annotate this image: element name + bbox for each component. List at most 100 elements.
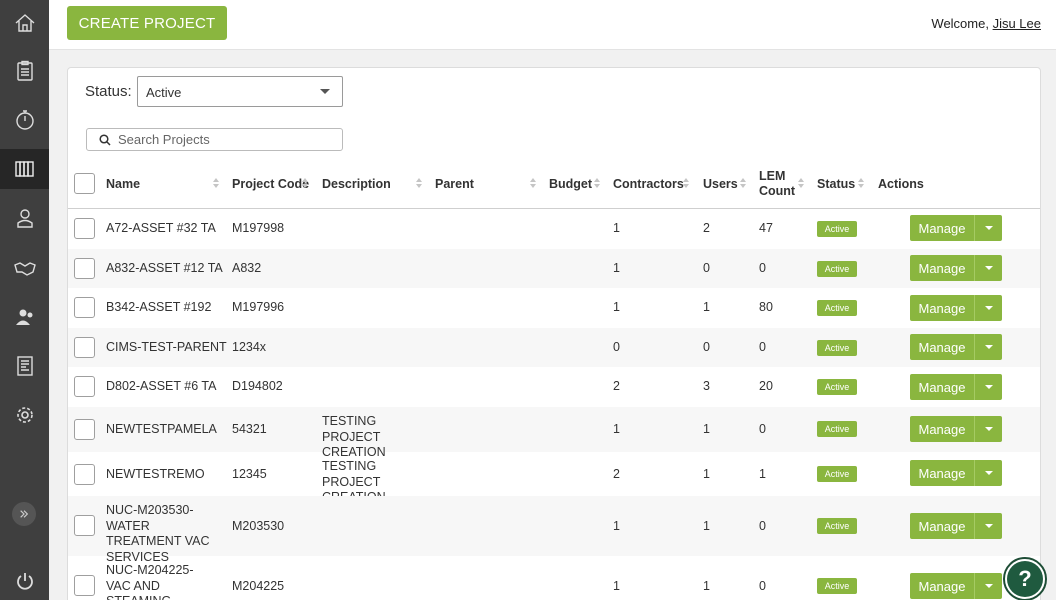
row-checkbox[interactable] bbox=[74, 258, 95, 279]
help-button[interactable]: ? bbox=[1003, 557, 1047, 600]
search-input[interactable] bbox=[118, 132, 338, 147]
cell-users: 0 bbox=[703, 340, 710, 354]
table-row[interactable]: D802-ASSET #6 TA D194802 2 3 20 Active M… bbox=[68, 367, 1040, 407]
nav-workers[interactable] bbox=[0, 198, 49, 238]
row-checkbox[interactable] bbox=[74, 419, 95, 440]
row-checkbox[interactable] bbox=[74, 297, 95, 318]
manage-dropdown-toggle[interactable] bbox=[974, 416, 1002, 442]
nav-settings[interactable] bbox=[0, 395, 49, 435]
header-project-code[interactable]: Project Code bbox=[232, 177, 310, 191]
manage-dropdown-toggle[interactable] bbox=[974, 460, 1002, 486]
user-name-link[interactable]: Jisu Lee bbox=[992, 16, 1041, 31]
create-project-button[interactable]: CREATE PROJECT bbox=[67, 6, 227, 40]
table-row[interactable]: NEWTESTPAMELA 54321 TESTING PROJECT CREA… bbox=[68, 407, 1040, 459]
sidebar bbox=[0, 0, 49, 600]
sort-icon[interactable] bbox=[302, 178, 308, 190]
cell-name: A832-ASSET #12 TA bbox=[106, 261, 223, 275]
cell-code: M203530 bbox=[232, 519, 285, 533]
nav-clipboard[interactable] bbox=[0, 51, 49, 91]
status-badge: Active bbox=[817, 466, 857, 482]
sort-icon[interactable] bbox=[798, 178, 804, 190]
status-label: Status: bbox=[85, 83, 132, 100]
nav-reports[interactable] bbox=[0, 346, 49, 386]
manage-dropdown-toggle[interactable] bbox=[974, 295, 1002, 321]
manage-button-group: Manage bbox=[910, 255, 1002, 281]
row-checkbox[interactable] bbox=[74, 464, 95, 485]
manage-button[interactable]: Manage bbox=[910, 573, 974, 599]
table-row[interactable]: NUC-M203530-WATER TREATMENT VAC SERVICES… bbox=[68, 496, 1040, 564]
sort-icon[interactable] bbox=[858, 178, 864, 190]
manage-dropdown-toggle[interactable] bbox=[974, 374, 1002, 400]
select-all-checkbox[interactable] bbox=[74, 173, 95, 194]
manage-dropdown-toggle[interactable] bbox=[974, 255, 1002, 281]
cell-name: D802-ASSET #6 TA bbox=[106, 379, 217, 393]
cell-lem-count: 80 bbox=[759, 300, 773, 314]
manage-button[interactable]: Manage bbox=[910, 416, 974, 442]
cell-lem-count: 0 bbox=[759, 519, 766, 533]
manage-dropdown-toggle[interactable] bbox=[974, 334, 1002, 360]
sort-icon[interactable] bbox=[530, 178, 536, 190]
manage-button[interactable]: Manage bbox=[910, 374, 974, 400]
table-row[interactable]: NEWTESTREMO 12345 TESTING PROJECT CREATI… bbox=[68, 452, 1040, 504]
manage-dropdown-toggle[interactable] bbox=[974, 215, 1002, 241]
manage-button-group: Manage bbox=[910, 460, 1002, 486]
sort-icon[interactable] bbox=[740, 178, 746, 190]
cell-lem-count: 1 bbox=[759, 467, 766, 481]
status-select[interactable]: Active bbox=[137, 76, 343, 107]
row-checkbox[interactable] bbox=[74, 575, 95, 596]
collapse-sidebar-button[interactable] bbox=[12, 502, 36, 526]
cell-code: M197998 bbox=[232, 221, 285, 235]
manage-dropdown-toggle[interactable] bbox=[974, 513, 1002, 539]
cell-users: 1 bbox=[703, 519, 710, 533]
row-checkbox[interactable] bbox=[74, 218, 95, 239]
header-contractors[interactable]: Contractors bbox=[613, 177, 684, 191]
sort-icon[interactable] bbox=[594, 178, 600, 190]
row-checkbox[interactable] bbox=[74, 376, 95, 397]
nav-home[interactable] bbox=[0, 3, 49, 43]
manage-button[interactable]: Manage bbox=[910, 460, 974, 486]
header-parent[interactable]: Parent bbox=[435, 177, 474, 191]
manage-dropdown-toggle[interactable] bbox=[974, 573, 1002, 599]
help-icon: ? bbox=[1007, 561, 1043, 597]
header-users[interactable]: Users bbox=[703, 177, 738, 191]
search-box[interactable] bbox=[86, 128, 343, 151]
welcome-prefix: Welcome, bbox=[931, 16, 993, 31]
manage-button[interactable]: Manage bbox=[910, 215, 974, 241]
stopwatch-icon bbox=[15, 110, 34, 130]
header-description[interactable]: Description bbox=[322, 177, 391, 191]
cell-contractors: 1 bbox=[613, 300, 620, 314]
nav-timesheet[interactable] bbox=[0, 100, 49, 140]
table-row[interactable]: B342-ASSET #192 M197996 1 1 80 Active Ma… bbox=[68, 288, 1040, 328]
cell-lem-count: 47 bbox=[759, 221, 773, 235]
cell-contractors: 1 bbox=[613, 221, 620, 235]
nav-users[interactable] bbox=[0, 297, 49, 337]
header-status[interactable]: Status bbox=[817, 177, 856, 191]
status-badge: Active bbox=[817, 518, 857, 534]
cell-code: M204225 bbox=[232, 579, 285, 593]
table-row[interactable]: NUC-M204225-VAC AND STEAMING SERVICES M2… bbox=[68, 556, 1040, 600]
nav-contractors[interactable] bbox=[0, 248, 49, 288]
cell-code: A832 bbox=[232, 261, 262, 275]
sort-icon[interactable] bbox=[683, 178, 689, 190]
manage-button[interactable]: Manage bbox=[910, 255, 974, 281]
manage-button[interactable]: Manage bbox=[910, 513, 974, 539]
manage-button[interactable]: Manage bbox=[910, 334, 974, 360]
cell-contractors: 1 bbox=[613, 261, 620, 275]
manage-button-group: Manage bbox=[910, 215, 1002, 241]
nav-logout[interactable] bbox=[0, 561, 49, 600]
cell-code: D194802 bbox=[232, 379, 283, 393]
header-name[interactable]: Name bbox=[106, 177, 141, 191]
header-budget[interactable]: Budget bbox=[549, 177, 593, 191]
table-row[interactable]: A832-ASSET #12 TA A832 1 0 0 Active Mana… bbox=[68, 249, 1040, 288]
cell-code: 1234x bbox=[232, 340, 267, 354]
table-row[interactable]: CIMS-TEST-PARENT 1234x 0 0 0 Active Mana… bbox=[68, 328, 1040, 367]
cell-contractors: 1 bbox=[613, 422, 620, 436]
row-checkbox[interactable] bbox=[74, 515, 95, 536]
header-lem-count[interactable]: LEM Count bbox=[759, 169, 796, 198]
table-row[interactable]: A72-ASSET #32 TA M197998 1 2 47 Active M… bbox=[68, 209, 1040, 249]
nav-projects[interactable] bbox=[0, 149, 49, 189]
sort-icon[interactable] bbox=[416, 178, 422, 190]
row-checkbox[interactable] bbox=[74, 337, 95, 358]
manage-button[interactable]: Manage bbox=[910, 295, 974, 321]
sort-icon[interactable] bbox=[213, 178, 219, 190]
